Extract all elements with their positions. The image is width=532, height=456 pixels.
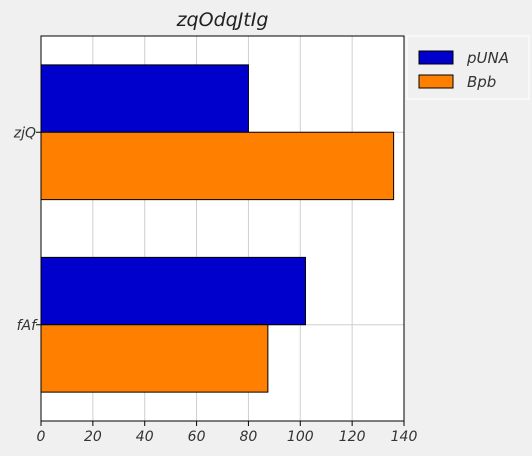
- x-tick-label-4: 80: [240, 429, 258, 445]
- bar-pUNA-fAf: [40, 256, 306, 326]
- bar-Bpb-fAf: [40, 324, 269, 393]
- legend-swatch-punA: [418, 50, 454, 65]
- x-tick-label-3: 60: [188, 429, 206, 445]
- legend: pUNA Bpb: [406, 35, 530, 100]
- legend-label-bpb: Bpb: [467, 73, 496, 91]
- bar-Bpb-zjQ: [40, 131, 395, 201]
- legend-swatch-bpb: [418, 74, 454, 89]
- plot-frame: [40, 35, 405, 422]
- bars: [40, 64, 395, 393]
- x-tick-label-1: 20: [84, 429, 102, 445]
- x-tick-label-6: 120: [339, 429, 366, 445]
- x-axis: 0 20 40 60 80 100 120 140: [37, 421, 418, 445]
- y-tick-label-1: fAf: [17, 318, 39, 334]
- y-tick-label-0: zjQ: [13, 125, 36, 141]
- x-tick-label-7: 140: [391, 429, 418, 445]
- x-tick-label-0: 0: [37, 429, 46, 445]
- x-tick-label-2: 40: [136, 429, 154, 445]
- legend-label-punA: pUNA: [466, 49, 509, 67]
- y-axis: zjQ fAf: [13, 125, 41, 334]
- x-tick-label-5: 100: [287, 429, 314, 445]
- bar-pUNA-zjQ: [40, 64, 249, 133]
- legend-box: [406, 35, 530, 100]
- chart-title: zqOdqJtIg: [176, 9, 269, 31]
